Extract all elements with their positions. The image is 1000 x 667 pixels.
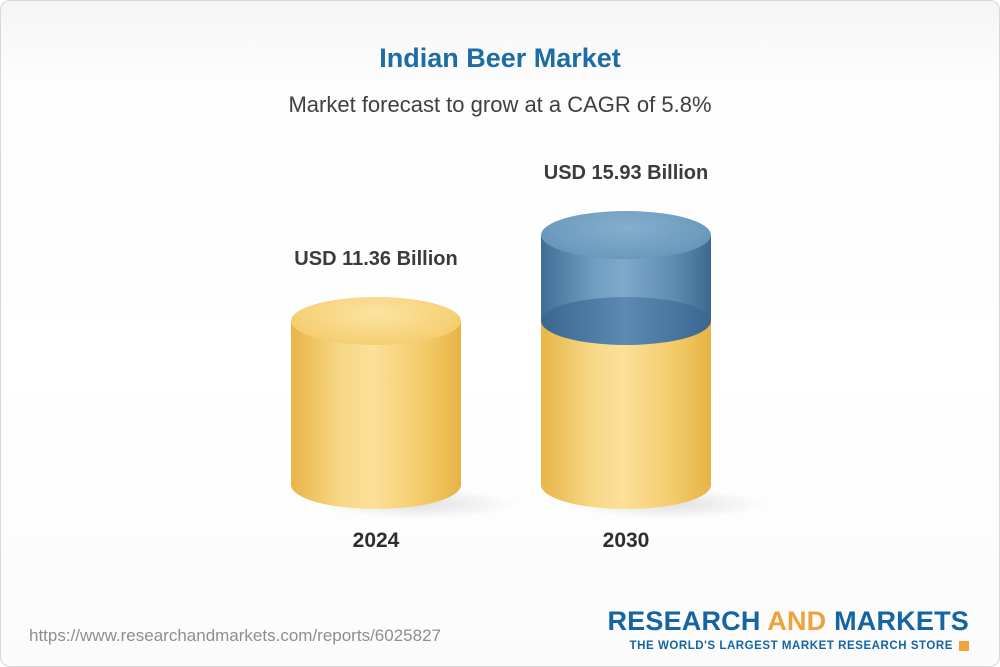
chart-subtitle: Market forecast to grow at a CAGR of 5.8… bbox=[288, 92, 712, 117]
logo-tagline: THE WORLD'S LARGEST MARKET RESEARCH STOR… bbox=[629, 640, 953, 652]
bar-2030-top-ellipse bbox=[541, 211, 711, 259]
chart-title: Indian Beer Market bbox=[379, 43, 621, 73]
logo-word-research: RESEARCH bbox=[607, 606, 761, 637]
logo-tagline-row: THE WORLD'S LARGEST MARKET RESEARCH STOR… bbox=[607, 640, 969, 652]
bar-2030-base-segment bbox=[541, 320, 711, 509]
category-label-2030: 2030 bbox=[602, 529, 650, 552]
logo-yellow-square-icon bbox=[959, 641, 969, 651]
logo-word-markets: MARKETS bbox=[834, 606, 969, 637]
header: Indian Beer Market Market forecast to gr… bbox=[1, 1, 999, 118]
value-label-2030: USD 15.93 Billion bbox=[543, 162, 709, 184]
value-label-2024: USD 11.36 Billion bbox=[294, 247, 458, 270]
logo-word-and: AND bbox=[767, 606, 827, 637]
bar-group-2024: USD 11.36 Billion 2024 bbox=[291, 248, 516, 552]
company-logo: RESEARCH AND MARKETS THE WORLD'S LARGEST… bbox=[607, 606, 969, 652]
logo-wordmark: RESEARCH AND MARKETS bbox=[607, 606, 969, 637]
bar-2030-junction-ellipse bbox=[541, 296, 711, 345]
category-label-2024: 2024 bbox=[352, 529, 400, 552]
bar-2024-top-ellipse bbox=[291, 296, 461, 345]
bar-group-2030: USD 15.93 Billion 2030 bbox=[541, 162, 766, 552]
bar-2024-cylinder bbox=[291, 296, 516, 519]
report-url[interactable]: https://www.researchandmarkets.com/repor… bbox=[29, 626, 441, 645]
bar-2030-cylinder bbox=[541, 211, 766, 519]
bar-2024-body bbox=[291, 320, 461, 509]
